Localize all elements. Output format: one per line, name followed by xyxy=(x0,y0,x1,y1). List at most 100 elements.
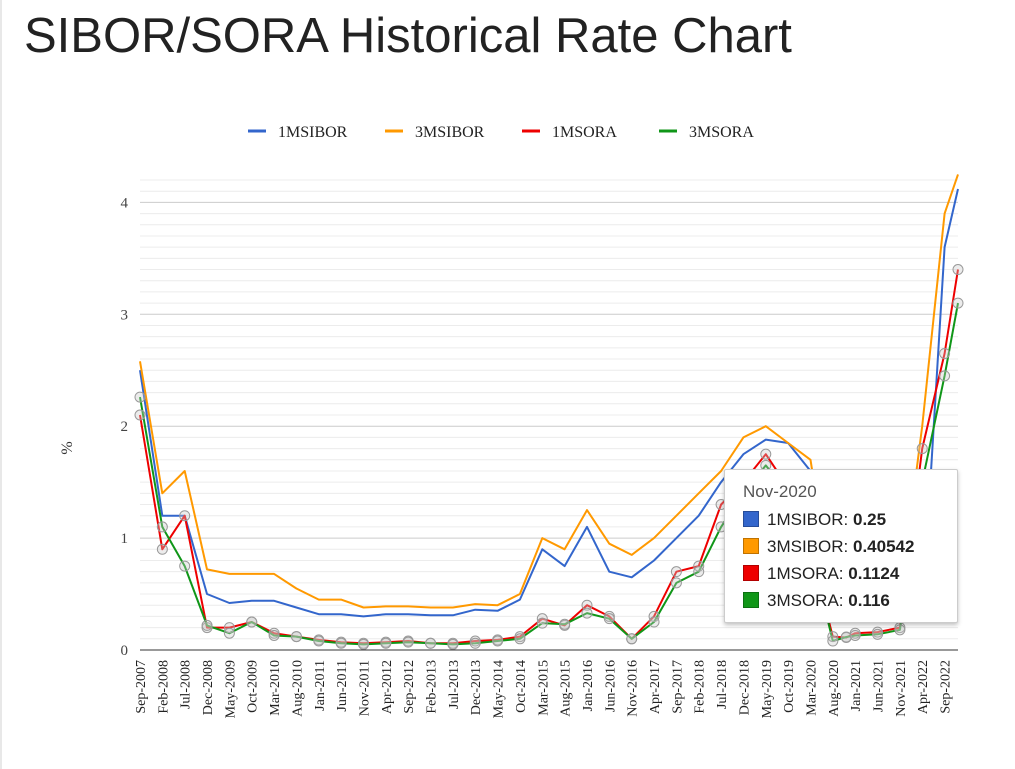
tooltip-row-3msora: 3MSORA: 0.116 xyxy=(743,591,890,613)
data-point-1msora xyxy=(134,409,146,421)
data-point-3msora xyxy=(156,521,168,533)
data-point-3msora xyxy=(134,391,146,403)
x-tick-label: Apr-2017 xyxy=(648,660,663,714)
data-point-3msora xyxy=(179,560,191,572)
data-point-1msora xyxy=(916,443,928,455)
x-tick-label: Jul-2018 xyxy=(715,660,730,709)
data-point-1msora xyxy=(952,264,964,276)
x-tick-label: Oct-2009 xyxy=(246,660,261,713)
x-tick-label: Sep-2012 xyxy=(402,660,417,714)
page-title: SIBOR/SORA Historical Rate Chart xyxy=(24,9,792,63)
tooltip-label: 3MSIBOR xyxy=(767,537,844,556)
data-point-1msora xyxy=(156,543,168,555)
data-point-1msora xyxy=(693,560,705,572)
x-tick-label: Dec-2008 xyxy=(201,660,216,715)
x-tick-label: Mar-2010 xyxy=(268,660,283,716)
y-axis-label: % xyxy=(59,441,76,454)
x-tick-label: Jun-2011 xyxy=(335,660,350,712)
x-tick-label: Aug-2020 xyxy=(827,660,842,717)
x-tick-label: Nov-2011 xyxy=(357,660,372,716)
chart-tooltip: Nov-2020 1MSIBOR: 0.25 3MSIBOR: 0.40542 … xyxy=(724,469,958,623)
data-point-3msora xyxy=(939,370,951,382)
left-border xyxy=(0,0,2,769)
data-point-1msora xyxy=(536,613,548,625)
x-tick-label: Dec-2018 xyxy=(737,660,752,715)
y-tick-label: 0 xyxy=(121,643,129,659)
data-point-3msora xyxy=(201,619,213,631)
x-tick-label: Jan-2021 xyxy=(849,660,864,711)
data-point-3msora xyxy=(894,624,906,636)
legend-label-1msibor: 1MSIBOR xyxy=(278,124,348,141)
data-point-3msora xyxy=(840,631,852,643)
x-tick-label: Feb-2013 xyxy=(425,660,440,714)
x-tick-label: Dec-2013 xyxy=(469,660,484,715)
x-tick-label: Nov-2021 xyxy=(894,660,909,717)
data-point-3msora xyxy=(581,607,593,619)
tooltip-value: 0.1124 xyxy=(848,564,900,583)
legend-label-3msibor: 3MSIBOR xyxy=(415,124,485,141)
tooltip-row-3msibor: 3MSIBOR: 0.40542 xyxy=(743,537,914,559)
x-tick-label: Mar-2015 xyxy=(536,660,551,716)
x-tick-label: Oct-2019 xyxy=(782,660,797,713)
data-point-3msora xyxy=(670,577,682,589)
tooltip-swatch-3msora xyxy=(743,592,759,608)
data-point-3msora xyxy=(872,628,884,640)
data-point-3msora xyxy=(268,629,280,641)
data-point-1msora xyxy=(760,448,772,460)
data-point-3msora xyxy=(603,613,615,625)
x-tick-label: Apr-2022 xyxy=(916,660,931,714)
data-point-1msora xyxy=(827,631,839,643)
tooltip-value: 0.116 xyxy=(848,591,890,610)
y-tick-label: 3 xyxy=(121,307,129,323)
x-tick-label: May-2009 xyxy=(223,660,238,718)
x-tick-label: Sep-2017 xyxy=(670,660,685,714)
tooltip-row-1msibor: 1MSIBOR: 0.25 xyxy=(743,510,886,532)
data-point-3msora xyxy=(849,629,861,641)
x-tick-label: Jan-2016 xyxy=(581,660,596,711)
x-tick-label: Feb-2008 xyxy=(156,660,171,714)
data-point-3msora xyxy=(469,637,481,649)
x-tick-label: Aug-2010 xyxy=(290,660,305,717)
data-point-3msora xyxy=(648,616,660,628)
x-tick-label: May-2014 xyxy=(492,660,507,718)
data-point-3msora xyxy=(492,635,504,647)
x-tick-label: Sep-2007 xyxy=(134,660,149,714)
x-tick-label: May-2019 xyxy=(760,660,775,718)
tooltip-row-1msora: 1MSORA: 0.1124 xyxy=(743,564,899,586)
data-point-1msora xyxy=(179,510,191,522)
data-point-3msora xyxy=(693,566,705,578)
data-point-3msora xyxy=(536,617,548,629)
x-tick-label: Mar-2020 xyxy=(804,660,819,716)
data-point-3msora xyxy=(335,637,347,649)
data-point-3msora xyxy=(425,637,437,649)
data-point-1msora xyxy=(670,566,682,578)
series-line-1msora xyxy=(139,269,959,645)
tooltip-swatch-3msibor xyxy=(743,538,759,554)
y-tick-label: 1 xyxy=(121,531,129,547)
x-tick-label: Jul-2013 xyxy=(447,660,462,709)
x-tick-label: Apr-2012 xyxy=(380,660,395,714)
data-point-3msora xyxy=(246,616,258,628)
data-point-3msora xyxy=(380,637,392,649)
x-tick-label: Jun-2016 xyxy=(603,660,618,712)
data-point-3msora xyxy=(313,635,325,647)
tooltip-date: Nov-2020 xyxy=(743,482,817,501)
data-point-3msora xyxy=(402,636,414,648)
x-tick-label: Aug-2015 xyxy=(559,660,574,717)
x-tick-label: Nov-2016 xyxy=(626,660,641,717)
y-tick-label: 2 xyxy=(121,419,129,435)
x-tick-label: Sep-2022 xyxy=(939,660,954,714)
data-point-3msora xyxy=(626,633,638,645)
tooltip-swatch-1msora xyxy=(743,565,759,581)
tooltip-label: 1MSORA xyxy=(767,564,839,583)
x-tick-label: Jul-2008 xyxy=(179,660,194,709)
tooltip-label: 3MSORA xyxy=(767,591,839,610)
data-point-1msora xyxy=(648,610,660,622)
data-point-3msora xyxy=(827,635,839,647)
data-point-3msora xyxy=(952,297,964,309)
data-point-3msora xyxy=(559,618,571,630)
tooltip-value: 0.40542 xyxy=(852,537,915,556)
x-tick-label: Jun-2021 xyxy=(872,660,887,712)
data-point-3msora xyxy=(514,633,526,645)
